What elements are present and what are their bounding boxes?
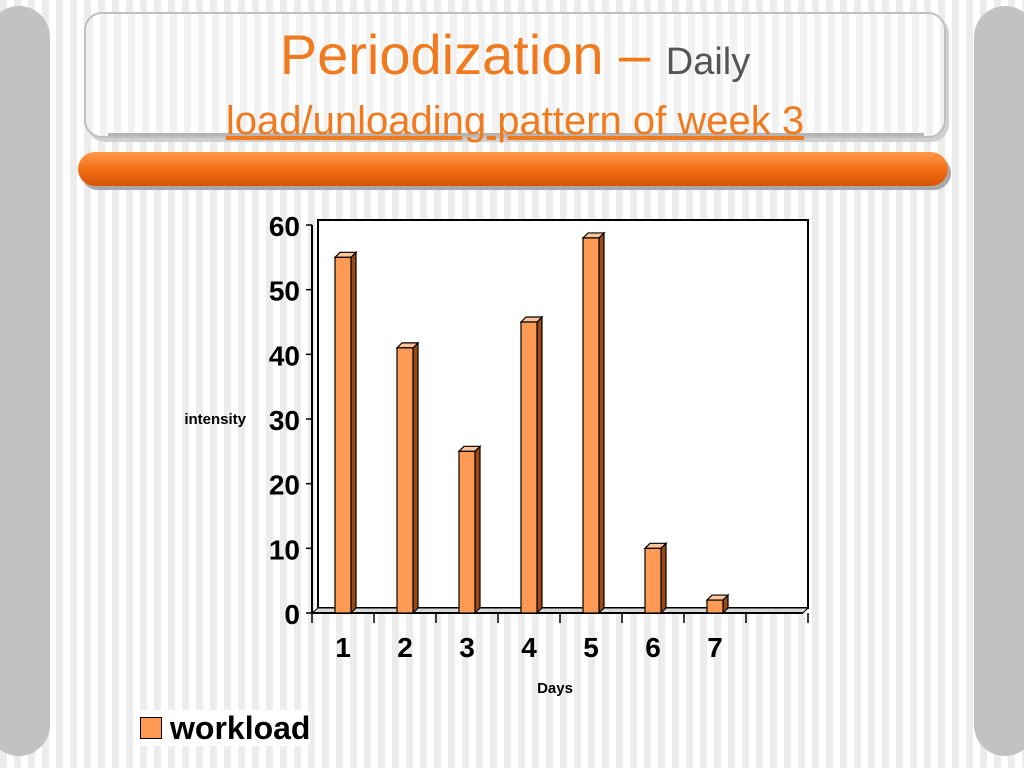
y-tick-label: 40 <box>269 340 300 371</box>
x-tick-label: 4 <box>521 632 537 663</box>
bar <box>396 347 414 614</box>
x-tick-label: 1 <box>335 632 351 663</box>
bar-side <box>598 231 605 615</box>
bar <box>520 321 538 614</box>
right-decorative-pill <box>974 6 1024 756</box>
bar <box>706 599 724 614</box>
x-tick-label: 3 <box>459 632 475 663</box>
y-axis-title: intensity <box>184 411 246 428</box>
bar-side <box>474 444 481 615</box>
title-frame <box>84 12 946 138</box>
y-tick-label: 60 <box>269 211 300 242</box>
x-tick-label: 2 <box>397 632 413 663</box>
bar-side <box>660 541 667 615</box>
bar <box>582 237 600 614</box>
bar-side <box>350 250 357 615</box>
plot-area <box>317 219 809 609</box>
bar <box>458 450 476 614</box>
y-tick-label: 30 <box>269 405 300 436</box>
bar-side <box>536 315 543 615</box>
bar <box>644 547 662 614</box>
x-tick-label: 6 <box>645 632 661 663</box>
legend-label: workload <box>170 709 311 746</box>
y-tick-label: 20 <box>269 470 300 501</box>
left-decorative-pill <box>0 6 50 756</box>
title-sub: Daily <box>665 41 751 83</box>
y-tick-label: 10 <box>269 534 300 565</box>
y-tick-label: 0 <box>284 599 300 630</box>
title-underline <box>108 133 924 136</box>
chart-legend: workload <box>140 709 311 746</box>
x-tick-label: 7 <box>707 632 723 663</box>
slide-title: Periodization – Daily <box>84 20 946 97</box>
title-main: Periodization – <box>279 23 651 86</box>
x-tick-label: 5 <box>583 632 599 663</box>
slide-subtitle: load/unloading pattern of week 3 <box>225 99 805 143</box>
bar-side <box>412 341 419 615</box>
orange-divider-bar <box>78 152 948 186</box>
bar <box>334 256 352 614</box>
legend-swatch <box>140 717 162 739</box>
y-tick-label: 50 <box>269 276 300 307</box>
x-axis-title: Days <box>537 680 573 697</box>
